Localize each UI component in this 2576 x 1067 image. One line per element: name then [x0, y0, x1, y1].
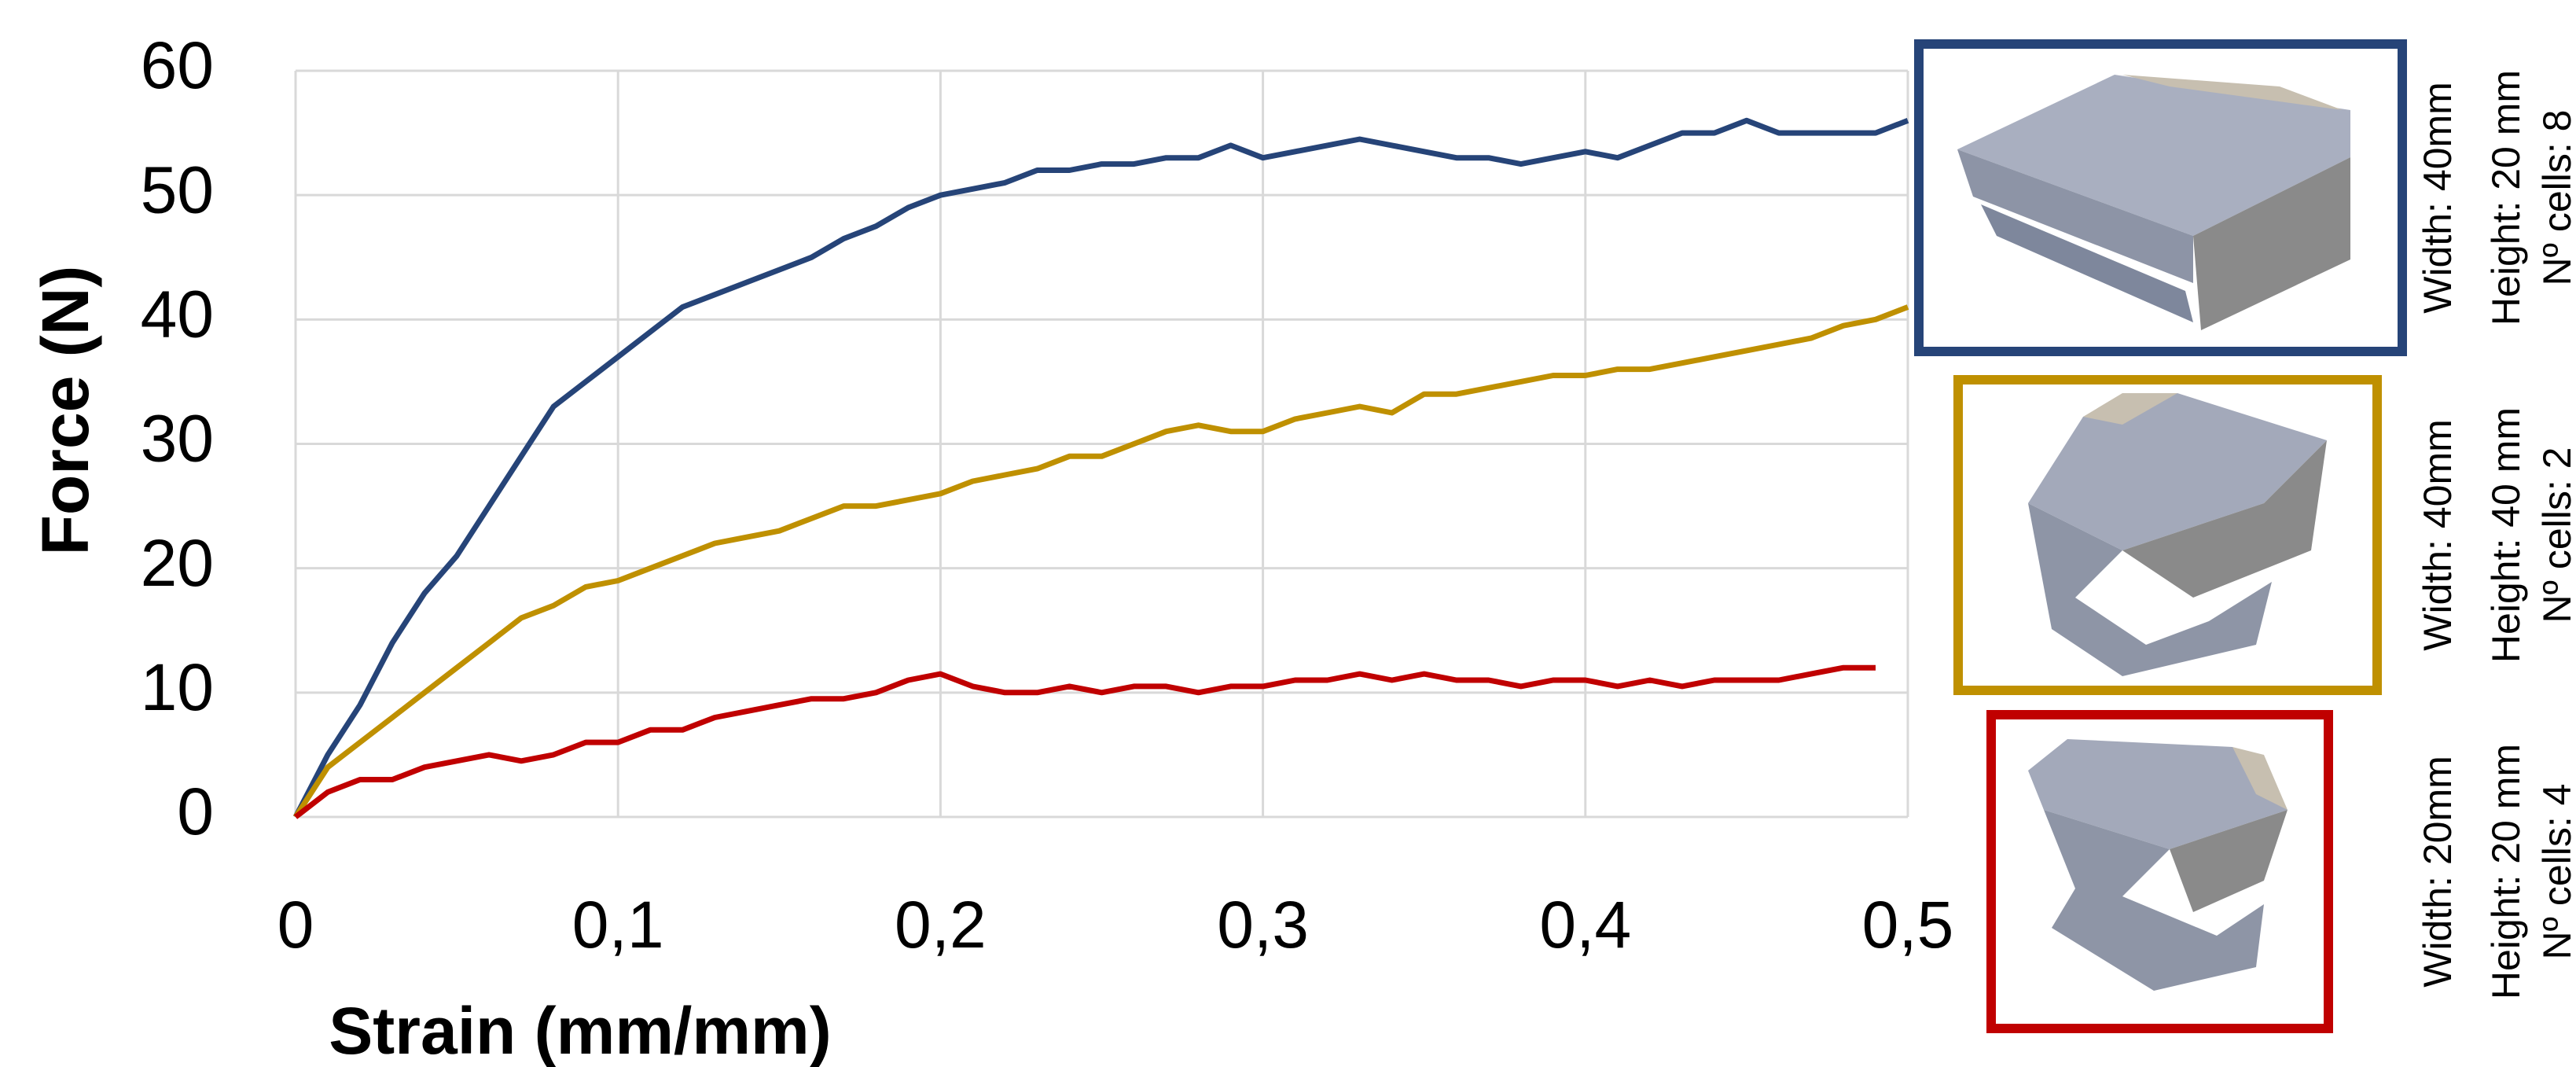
specimen-label: Width: 40mm [2416, 82, 2460, 314]
y-tick-label: 40 [141, 278, 214, 351]
x-tick-label: 0,2 [895, 888, 987, 962]
x-tick-label: 0,1 [572, 888, 664, 962]
data-line [292, 117, 1909, 819]
x-tick-label: 0 [277, 888, 314, 962]
y-axis-title: Force (N) [28, 266, 102, 556]
specimen-label: Height: 20 mm [2484, 744, 2528, 999]
specimen-label: Width: 40mm [2416, 419, 2460, 651]
specimen-frame [1914, 39, 2407, 356]
specimen-label: Nº cells: 2 [2535, 447, 2576, 624]
y-tick-label: 0 [177, 774, 214, 848]
y-tick-label: 50 [141, 153, 214, 226]
specimen-render [1957, 75, 2350, 330]
specimen-label: Height: 40 mm [2484, 407, 2528, 663]
x-tick-label: 0,5 [1862, 888, 1954, 962]
specimen-label: Width: 20mm [2416, 756, 2460, 988]
specimen-frame [1986, 710, 2333, 1033]
y-tick-label: 60 [141, 28, 214, 102]
specimen-render [2028, 393, 2327, 676]
y-tick-label: 30 [141, 402, 214, 476]
x-tick-label: 0,4 [1539, 888, 1631, 962]
specimen-frame [1953, 375, 2382, 695]
x-axis-title: Strain (mm/mm) [329, 994, 831, 1067]
data-line [293, 664, 1876, 819]
specimen-label: Nº cells: 8 [2535, 110, 2576, 286]
y-tick-label: 20 [141, 526, 214, 600]
specimen-renders [1957, 75, 2350, 991]
grid [294, 69, 1909, 819]
data-line [293, 304, 1909, 819]
y-tick-label: 10 [141, 650, 214, 724]
x-tick-label: 0,3 [1217, 888, 1309, 962]
specimen-label: Height: 20 mm [2484, 70, 2528, 326]
specimen-render [2028, 739, 2288, 991]
specimen-label: Nº cells: 4 [2535, 784, 2576, 960]
